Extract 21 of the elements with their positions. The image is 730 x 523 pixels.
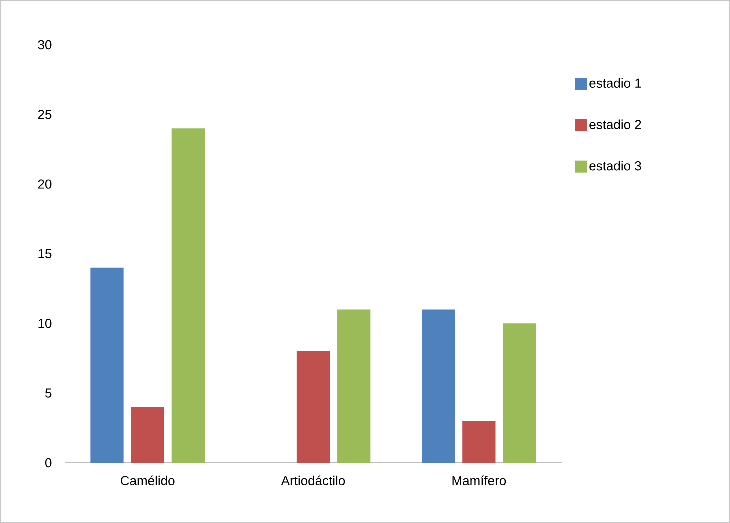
bar bbox=[338, 310, 371, 463]
bar bbox=[422, 310, 456, 463]
x-tick-label: Camélido bbox=[121, 476, 175, 486]
bar bbox=[131, 407, 164, 463]
legend-label: estadio 2 bbox=[590, 120, 642, 130]
bar bbox=[90, 268, 124, 463]
y-tick-label: 15 bbox=[38, 249, 52, 259]
legend-label: estadio 3 bbox=[590, 161, 642, 171]
x-tick-label: Mamífero bbox=[452, 476, 506, 486]
y-tick-label: 10 bbox=[38, 319, 52, 328]
y-tick-label: 25 bbox=[38, 110, 52, 120]
y-tick-label: 30 bbox=[38, 40, 52, 50]
bar bbox=[296, 352, 330, 463]
x-tick-label: Artiodáctilo bbox=[281, 476, 346, 486]
legend-label: estadio 1 bbox=[590, 78, 642, 88]
bar bbox=[503, 324, 536, 463]
y-tick-label: 0 bbox=[46, 458, 52, 468]
y-tick-label: 5 bbox=[46, 388, 52, 398]
y-tick-label: 20 bbox=[38, 180, 52, 189]
bar bbox=[462, 421, 496, 463]
bar bbox=[172, 128, 205, 463]
